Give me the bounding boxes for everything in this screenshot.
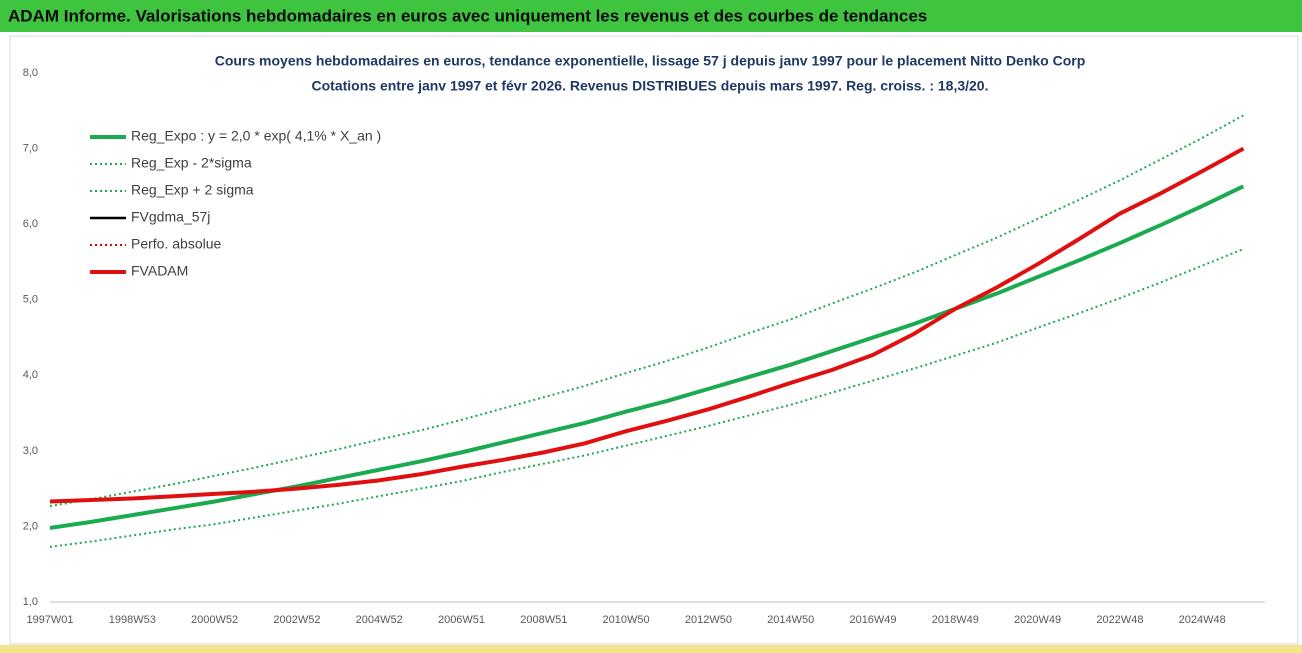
y-tick-label: 8,0: [23, 67, 38, 79]
series-line: [49, 248, 1244, 548]
legend-label: FVADAM: [131, 263, 188, 279]
x-tick-label: 2020W49: [1014, 614, 1061, 626]
x-tick-label: 1998W53: [109, 614, 156, 626]
y-tick-label: 4,0: [23, 369, 38, 381]
series-line: [49, 147, 1244, 503]
legend-label: Reg_Exp + 2 sigma: [131, 182, 254, 198]
x-tick-label: 2010W50: [603, 614, 650, 626]
header-title: ADAM Informe. Valorisations hebdomadaire…: [8, 6, 927, 25]
series-line: [49, 114, 1244, 508]
x-tick-label: 2002W52: [273, 614, 320, 626]
y-tick-label: 2,0: [23, 520, 38, 532]
header-bar: [0, 0, 1302, 32]
chart-frame: [9, 35, 1299, 645]
bottom-strip: [0, 645, 1302, 653]
x-tick-label: 2008W51: [520, 614, 567, 626]
x-tick-label: 2022W48: [1096, 614, 1143, 626]
x-tick-label: 2018W49: [932, 614, 979, 626]
chart-title: Cours moyens hebdomadaires en euros, ten…: [215, 53, 1086, 69]
y-tick-label: 1,0: [23, 596, 38, 608]
x-tick-label: 1997W01: [26, 614, 73, 626]
x-tick-label: 2004W52: [356, 614, 403, 626]
x-tick-label: 2012W50: [685, 614, 732, 626]
x-tick-label: 2014W50: [767, 614, 814, 626]
x-tick-label: 2000W52: [191, 614, 238, 626]
x-tick-label: 2006W51: [438, 614, 485, 626]
legend-label: Perfo. absolue: [131, 236, 221, 252]
x-tick-label: 2016W49: [849, 614, 896, 626]
chart-subtitle: Cotations entre janv 1997 et févr 2026. …: [312, 78, 989, 94]
y-tick-label: 5,0: [23, 294, 38, 306]
legend-label: FVgdma_57j: [131, 209, 210, 225]
y-tick-label: 3,0: [23, 445, 38, 457]
y-tick-label: 7,0: [23, 142, 38, 154]
series-line: [49, 147, 1244, 503]
x-tick-label: 2024W48: [1179, 614, 1226, 626]
y-tick-label: 6,0: [23, 218, 38, 230]
legend-label: Reg_Expo : y = 2,0 * exp( 4,1% * X_an ): [131, 128, 381, 144]
series-line: [49, 184, 1245, 530]
legend-label: Reg_Exp - 2*sigma: [131, 155, 252, 171]
series-line: [49, 146, 1245, 504]
